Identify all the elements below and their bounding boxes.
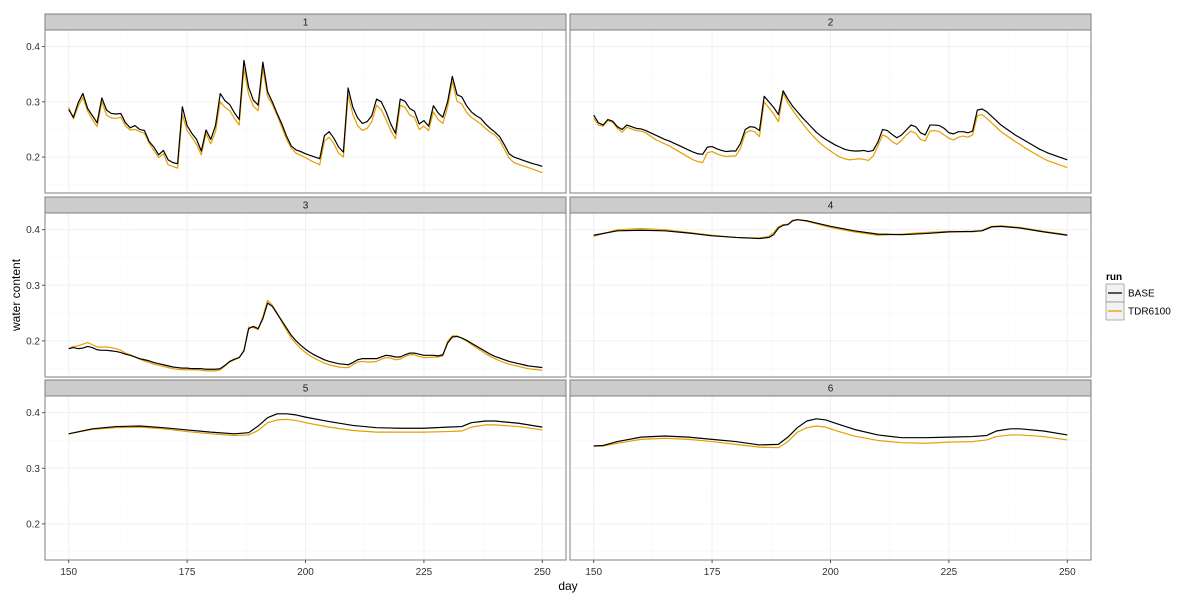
legend-label-tdr6100: TDR6100 — [1128, 307, 1171, 318]
x-tick-label: 225 — [941, 567, 958, 578]
facet-strip-label: 3 — [303, 201, 309, 212]
x-tick-label: 225 — [416, 567, 433, 578]
series-line-base — [68, 413, 543, 435]
series-line-base — [68, 302, 543, 370]
series-line-tdr6100 — [68, 68, 543, 174]
x-tick-label: 200 — [822, 567, 839, 578]
facet-strip-label: 6 — [828, 384, 834, 395]
panel-border — [44, 29, 567, 194]
series-line-base — [593, 418, 1068, 447]
legend: run BASE TDR6100 — [1105, 272, 1171, 321]
x-tick-label: 150 — [60, 567, 77, 578]
facet-panel-2: 2 — [569, 13, 1092, 194]
y-tick-label: 0.4 — [26, 225, 40, 236]
legend-title: run — [1106, 272, 1122, 283]
panel-border — [569, 212, 1092, 378]
x-tick-label: 200 — [297, 567, 314, 578]
x-tick-label: 250 — [534, 567, 551, 578]
facet-strip-label: 4 — [828, 201, 834, 212]
x-tick-label: 250 — [1059, 567, 1076, 578]
panel-border — [44, 212, 567, 378]
y-tick-label: 0.3 — [26, 97, 40, 108]
y-tick-label: 0.4 — [26, 42, 40, 53]
y-tick-label: 0.2 — [26, 153, 40, 164]
x-tick-label: 175 — [704, 567, 721, 578]
x-tick-label: 150 — [585, 567, 602, 578]
x-tick-label: 175 — [179, 567, 196, 578]
x-axis-title: day — [558, 579, 577, 593]
facet-panel-6: 6 150 175 200 225 250 — [569, 379, 1092, 578]
y-axis-title: water content — [9, 258, 23, 332]
y-tick-label: 0.4 — [26, 408, 40, 419]
series-line-base — [68, 59, 543, 168]
facet-strip-label: 2 — [828, 18, 834, 29]
facet-panel-3: 3 0.2 0.3 0.4 — [26, 196, 567, 378]
legend-label-base: BASE — [1128, 289, 1155, 300]
facet-panel-1: 1 0.2 0.3 0.4 — [26, 13, 567, 194]
y-tick-label: 0.3 — [26, 281, 40, 292]
facet-strip-label: 5 — [303, 384, 309, 395]
y-tick-label: 0.2 — [26, 519, 40, 530]
series-line-base — [593, 219, 1068, 240]
series-line-tdr6100 — [68, 418, 543, 437]
facet-panel-4: 4 — [569, 196, 1092, 378]
series-line-base — [593, 90, 1068, 161]
facet-strip-label: 1 — [303, 18, 309, 29]
series-line-tdr6100 — [593, 92, 1068, 169]
y-tick-label: 0.2 — [26, 336, 40, 347]
y-tick-label: 0.3 — [26, 464, 40, 475]
series-line-tdr6100 — [593, 425, 1068, 449]
panel-border — [569, 29, 1092, 194]
facet-panel-5: 5 0.2 0.3 0.4 150 175 200 225 250 — [26, 379, 567, 578]
